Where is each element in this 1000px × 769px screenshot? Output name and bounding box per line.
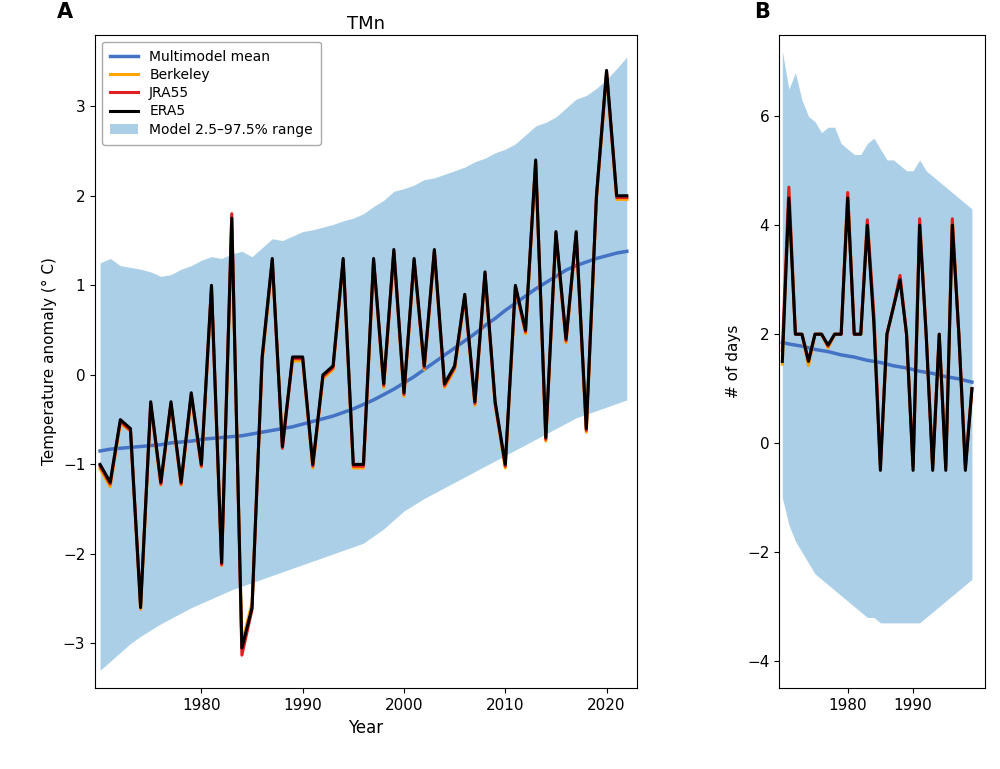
Legend: Multimodel mean, Berkeley, JRA55, ERA5, Model 2.5–97.5% range: Multimodel mean, Berkeley, JRA55, ERA5, … xyxy=(102,42,321,145)
Y-axis label: # of days: # of days xyxy=(726,325,741,398)
Text: B: B xyxy=(754,2,770,22)
X-axis label: Year: Year xyxy=(348,718,384,737)
Text: A: A xyxy=(57,2,73,22)
Title: TMn: TMn xyxy=(347,15,385,33)
Y-axis label: Temperature anomaly (° C): Temperature anomaly (° C) xyxy=(42,258,57,465)
